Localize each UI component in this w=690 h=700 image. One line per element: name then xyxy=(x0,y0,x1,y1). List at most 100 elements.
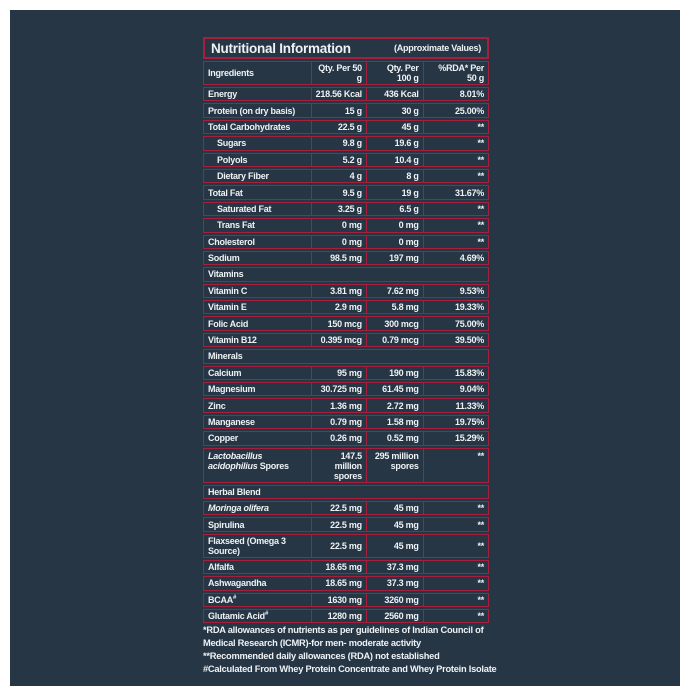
rda-per-50g-value: 75.00% xyxy=(422,317,488,330)
qty-per-100g-value: 45 g xyxy=(365,120,423,134)
qty-per-50g-value: 0 mg xyxy=(310,235,366,248)
section-row: Herbal Blend xyxy=(203,484,489,499)
ingredient-name: Total Carbohydrates xyxy=(208,121,291,132)
table-row: BCAA# 1630 mg 3260 mg ** xyxy=(203,592,489,607)
qty-per-50g-value: 147.5 million spores xyxy=(310,448,366,482)
footnote-rda: *RDA allowances of nutrients as per guid… xyxy=(203,625,484,648)
qty-per-50g-value: 3.25 g xyxy=(310,202,366,216)
table-title-row: Nutritional Information (Approximate Val… xyxy=(203,37,489,59)
ingredient-name: Dietary Fiber xyxy=(217,171,269,182)
rda-per-50g-value: 31.67% xyxy=(422,186,488,199)
qty-per-50g-value: 150 mcg xyxy=(310,317,366,330)
ingredient-name: Energy xyxy=(208,89,238,100)
qty-per-50g-value: 9.8 g xyxy=(310,137,366,150)
section-title: Herbal Blend xyxy=(208,486,261,497)
footnote-not-established: **Recommended daily allowances (RDA) not… xyxy=(203,651,440,661)
qty-per-100g-value: 436 Kcal xyxy=(365,88,423,101)
qty-per-100g-value: 0.52 mg xyxy=(365,432,423,445)
table-row: Protein (on dry basis) 15 g 30 g 25.00% xyxy=(203,103,489,118)
rda-per-50g-value: ** xyxy=(422,448,488,482)
section-title: Vitamins xyxy=(208,269,244,280)
rda-per-50g-value: 15.29% xyxy=(422,432,488,445)
rda-per-50g-value: 9.04% xyxy=(422,383,488,396)
qty-per-100g-value: 295 million spores xyxy=(365,448,423,482)
qty-per-100g-value: 3260 mg xyxy=(365,593,423,606)
qty-per-100g-value: 10.4 g xyxy=(365,153,423,166)
table-row: Flaxseed (Omega 3 Source) 22.5 mg 45 mg ** xyxy=(203,533,489,558)
ingredient-name: Polyols xyxy=(217,154,248,165)
rda-per-50g-value: 19.33% xyxy=(422,301,488,314)
rda-per-50g-value: ** xyxy=(422,235,488,248)
rda-per-50g-value: 9.53% xyxy=(422,284,488,298)
table-row: Sodium 98.5 mg 197 mg 4.69% xyxy=(203,250,489,266)
qty-per-50g-value: 30.725 mg xyxy=(310,383,366,396)
table-row: Polyols 5.2 g 10.4 g ** xyxy=(203,152,489,167)
table-row: Trans Fat 0 mg 0 mg ** xyxy=(203,218,489,233)
table-row: Copper 0.26 mg 0.52 mg 15.29% xyxy=(203,431,489,446)
column-header-rda-per-50g: %RDA* Per 50 g xyxy=(422,62,488,84)
qty-per-100g-value: 37.3 mg xyxy=(365,577,423,590)
table-subtitle: (Approximate Values) xyxy=(393,43,481,53)
qty-per-100g-value: 197 mg xyxy=(365,251,423,265)
rda-per-50g-value: ** xyxy=(422,534,488,557)
ingredient-name: Copper xyxy=(208,433,238,444)
ingredient-name: Cholesterol xyxy=(208,236,255,247)
rda-per-50g-value: 39.50% xyxy=(422,333,488,347)
section-row: Vitamins xyxy=(203,267,489,282)
qty-per-50g-value: 1280 mg xyxy=(310,609,366,623)
qty-per-50g-value: 4 g xyxy=(310,169,366,183)
section-title: Minerals xyxy=(208,351,243,362)
table-header-row: Ingredients Qty. Per 50 g Qty. Per 100 g… xyxy=(203,61,489,85)
qty-per-50g-value: 0.395 mcg xyxy=(310,333,366,347)
rda-per-50g-value: ** xyxy=(422,153,488,166)
table-row: Lactobacillus acidophilius Spores 147.5 m… xyxy=(203,447,489,483)
column-header-qty-per-50g: Qty. Per 50 g xyxy=(310,62,366,84)
qty-per-50g-value: 9.5 g xyxy=(310,186,366,199)
qty-per-100g-value: 0.79 mcg xyxy=(365,333,423,347)
table-row: Magnesium 30.725 mg 61.45 mg 9.04% xyxy=(203,382,489,397)
footnote-calculated-from: #Calculated From Whey Protein Concentrat… xyxy=(203,664,497,674)
qty-per-50g-value: 22.5 mg xyxy=(310,518,366,531)
ingredient-name: Vitamin E xyxy=(208,302,247,313)
ingredient-name: Folic Acid xyxy=(208,318,249,329)
rda-per-50g-value: 8.01% xyxy=(422,88,488,101)
table-row: Energy 218.56 Kcal 436 Kcal 8.01% xyxy=(203,87,489,102)
table-row: Saturated Fat 3.25 g 6.5 g ** xyxy=(203,201,489,217)
rda-per-50g-value: 15.83% xyxy=(422,366,488,380)
qty-per-100g-value: 7.62 mg xyxy=(365,284,423,298)
ingredient-name: Vitamin C xyxy=(208,285,248,296)
qty-per-50g-value: 98.5 mg xyxy=(310,251,366,265)
qty-per-100g-value: 8 g xyxy=(365,169,423,183)
rda-per-50g-value: 25.00% xyxy=(422,104,488,117)
qty-per-100g-value: 300 mcg xyxy=(365,317,423,330)
table-row: Vitamin C 3.81 mg 7.62 mg 9.53% xyxy=(203,283,489,299)
section-row: Minerals xyxy=(203,349,489,364)
table-row: Vitamin E 2.9 mg 5.8 mg 19.33% xyxy=(203,300,489,315)
ingredient-name: Lactobacillus acidophilius Spores xyxy=(208,450,289,471)
nutrition-rows: Energy 218.56 Kcal 436 Kcal 8.01% Protein (o… xyxy=(203,87,489,624)
table-row: Zinc 1.36 mg 2.72 mg 11.33% xyxy=(203,398,489,413)
table-row: Sugars 9.8 g 19.6 g ** xyxy=(203,136,489,151)
qty-per-100g-value: 45 mg xyxy=(365,501,423,515)
table-row: Moringa olifera 22.5 mg 45 mg ** xyxy=(203,500,489,516)
ingredient-name: Vitamin B12 xyxy=(208,335,257,346)
qty-per-50g-value: 18.65 mg xyxy=(310,577,366,590)
qty-per-100g-value: 5.8 mg xyxy=(365,301,423,314)
rda-per-50g-value: ** xyxy=(422,202,488,216)
ingredient-name: Total Fat xyxy=(208,187,243,198)
ingredient-name: Trans Fat xyxy=(217,220,255,231)
qty-per-100g-value: 1.58 mg xyxy=(365,415,423,429)
rda-per-50g-value: 4.69% xyxy=(422,251,488,265)
rda-per-50g-value: 19.75% xyxy=(422,415,488,429)
rda-per-50g-value: ** xyxy=(422,593,488,606)
rda-per-50g-value: ** xyxy=(422,219,488,232)
qty-per-50g-value: 0.26 mg xyxy=(310,432,366,445)
table-row: Calcium 95 mg 190 mg 15.83% xyxy=(203,365,489,381)
rda-per-50g-value: ** xyxy=(422,501,488,515)
column-header-ingredients: Ingredients xyxy=(208,68,254,78)
rda-per-50g-value: ** xyxy=(422,518,488,531)
qty-per-100g-value: 45 mg xyxy=(365,534,423,557)
qty-per-50g-value: 22.5 mg xyxy=(310,534,366,557)
table-row: Spirulina 22.5 mg 45 mg ** xyxy=(203,517,489,532)
table-row: Vitamin B12 0.395 mcg 0.79 mcg 39.50% xyxy=(203,332,489,348)
